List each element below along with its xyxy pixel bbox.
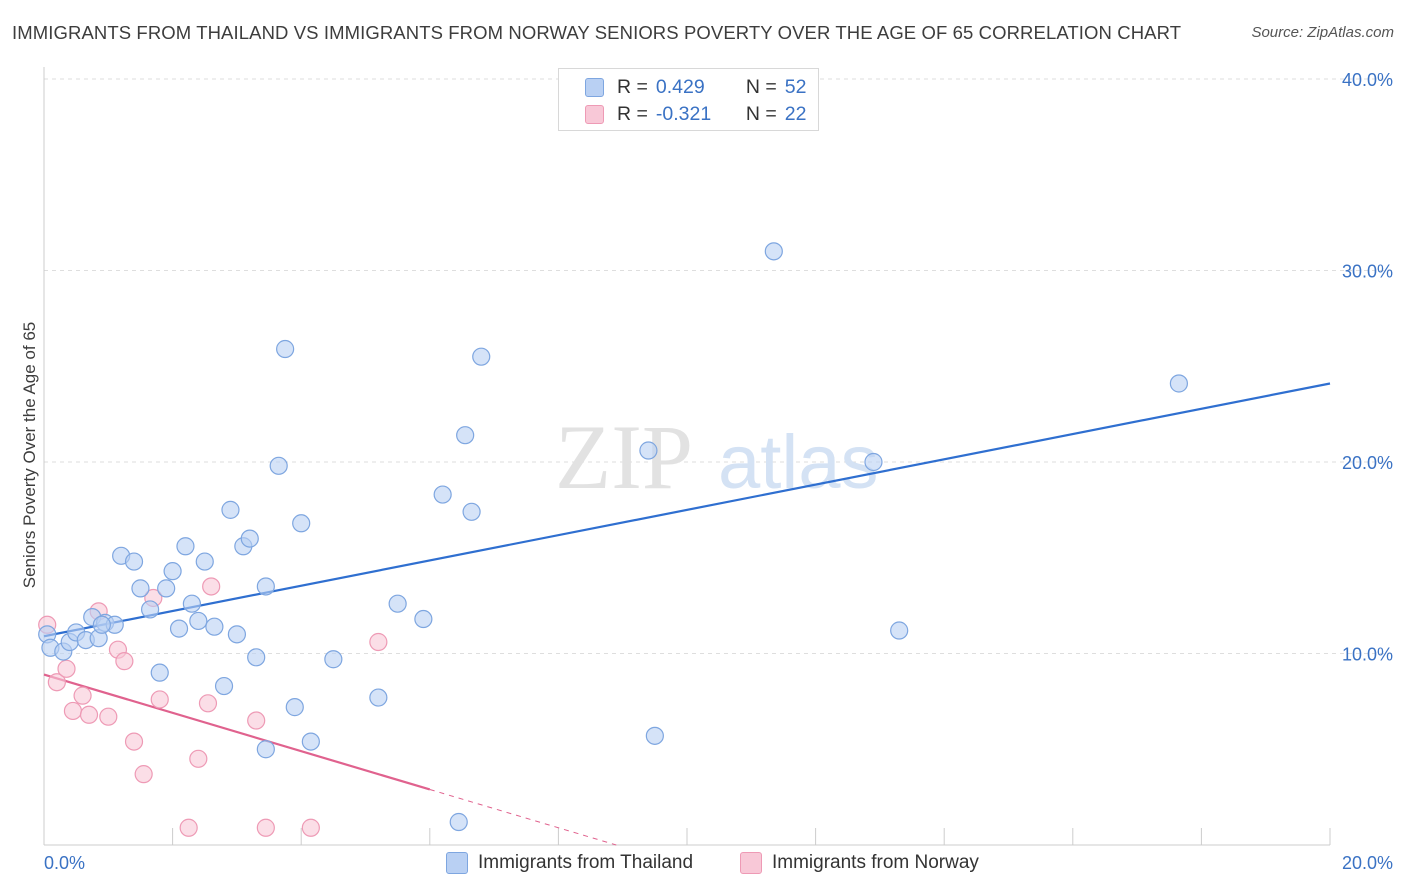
legend-n-value-thailand: 52 xyxy=(784,75,807,98)
point-norway xyxy=(79,705,99,724)
point-norway xyxy=(47,673,66,692)
source-label: Source: ZipAtlas.com xyxy=(1251,24,1394,41)
point-thailand xyxy=(240,529,259,548)
bottom-legend-swatch-thailand xyxy=(446,852,468,874)
point-thailand xyxy=(214,676,234,696)
point-norway xyxy=(115,652,134,671)
point-thailand xyxy=(182,594,201,613)
point-thailand xyxy=(227,625,246,644)
point-norway xyxy=(301,818,320,837)
point-thailand xyxy=(269,456,288,475)
x-tick-label: 0.0% xyxy=(44,853,85,873)
point-norway xyxy=(247,711,266,730)
point-thailand xyxy=(92,615,111,634)
point-thailand xyxy=(456,426,475,445)
point-thailand xyxy=(256,577,275,596)
trend-lines xyxy=(43,382,1331,846)
y-tick-label: 20.0% xyxy=(1342,453,1393,473)
point-norway xyxy=(73,686,92,705)
axes xyxy=(43,67,1331,846)
legend-swatch-norway xyxy=(585,104,604,124)
chart-title: IMMIGRANTS FROM THAILAND VS IMMIGRANTS F… xyxy=(12,22,1182,43)
point-thailand xyxy=(645,726,664,745)
point-thailand xyxy=(176,537,195,556)
y-tick-label: 40.0% xyxy=(1342,70,1393,90)
legend-n-value-norway: 22 xyxy=(784,102,807,125)
point-thailand xyxy=(221,500,240,519)
point-thailand xyxy=(1169,374,1188,393)
point-thailand xyxy=(140,600,160,619)
point-thailand xyxy=(301,732,320,751)
legend-r-value-norway: -0.321 xyxy=(655,102,712,125)
bottom-legend-norway: Immigrants from Norway xyxy=(740,852,979,874)
trend-line-thailand xyxy=(43,382,1331,638)
gridlines xyxy=(44,78,1395,654)
x-tick-label: 20.0% xyxy=(1342,853,1393,873)
bottom-legend-label-thailand: Immigrants from Thailand xyxy=(478,852,694,873)
point-norway xyxy=(202,577,221,596)
watermark-zip: ZIP xyxy=(555,406,693,508)
point-thailand xyxy=(462,502,481,521)
tick-labels: 10.0% 20.0% 30.0% 40.0% 0.0% 20.0% xyxy=(44,70,1393,873)
point-thailand xyxy=(163,562,182,581)
data-points xyxy=(38,242,1188,837)
point-thailand xyxy=(449,812,468,832)
point-norway xyxy=(134,765,153,784)
point-norway xyxy=(57,659,76,678)
point-thailand xyxy=(169,619,189,638)
point-norway xyxy=(198,694,218,713)
point-thailand xyxy=(864,452,883,472)
y-tick-label: 30.0% xyxy=(1342,262,1393,282)
correlation-legend: R = 0.429 N = 52 R = -0.321 N = 22 xyxy=(558,68,819,131)
point-thailand xyxy=(639,441,658,460)
point-norway xyxy=(256,818,275,837)
point-thailand xyxy=(472,347,491,366)
point-norway xyxy=(179,818,198,837)
point-norway xyxy=(99,707,118,726)
y-axis-label: Seniors Poverty Over the Age of 65 xyxy=(20,322,39,588)
point-thailand xyxy=(276,339,295,359)
legend-r-label: R = xyxy=(617,102,648,125)
point-thailand xyxy=(189,611,208,631)
point-thailand xyxy=(324,650,343,669)
point-thailand xyxy=(890,621,909,640)
point-norway xyxy=(189,749,208,768)
bottom-legend-label-norway: Immigrants from Norway xyxy=(772,852,979,873)
point-thailand xyxy=(195,552,214,571)
legend-r-label: R = xyxy=(617,75,648,98)
point-thailand xyxy=(292,514,311,533)
bottom-legend-thailand: Immigrants from Thailand xyxy=(446,852,693,874)
point-thailand xyxy=(414,609,433,629)
point-norway xyxy=(150,690,169,709)
point-norway xyxy=(124,732,144,751)
point-thailand xyxy=(124,552,144,571)
point-thailand xyxy=(150,663,169,682)
point-thailand xyxy=(764,242,783,261)
legend-r-value-thailand: 0.429 xyxy=(655,75,705,98)
point-thailand xyxy=(256,740,275,759)
point-thailand xyxy=(157,579,176,598)
trend-line-norway-extension xyxy=(429,788,617,846)
watermark-atlas: atlas xyxy=(718,420,879,505)
bottom-legend-swatch-norway xyxy=(740,852,762,874)
y-tick-label: 10.0% xyxy=(1342,645,1393,665)
point-thailand xyxy=(131,579,150,598)
point-thailand xyxy=(388,594,407,613)
legend-row-thailand: R = 0.429 N = 52 xyxy=(585,75,806,99)
legend-n-label: N = xyxy=(745,102,777,125)
legend-n-label: N = xyxy=(745,75,777,98)
legend-swatch-thailand xyxy=(585,77,604,97)
point-norway xyxy=(63,701,83,721)
legend-row-norway: R = -0.321 N = 22 xyxy=(585,102,806,126)
watermark: ZIP atlas xyxy=(555,406,879,508)
point-thailand xyxy=(433,485,452,504)
point-thailand xyxy=(369,688,388,707)
point-thailand xyxy=(285,698,304,717)
point-thailand xyxy=(205,617,224,636)
point-thailand xyxy=(247,648,266,667)
trend-line-norway xyxy=(43,673,431,791)
point-norway xyxy=(369,632,388,652)
